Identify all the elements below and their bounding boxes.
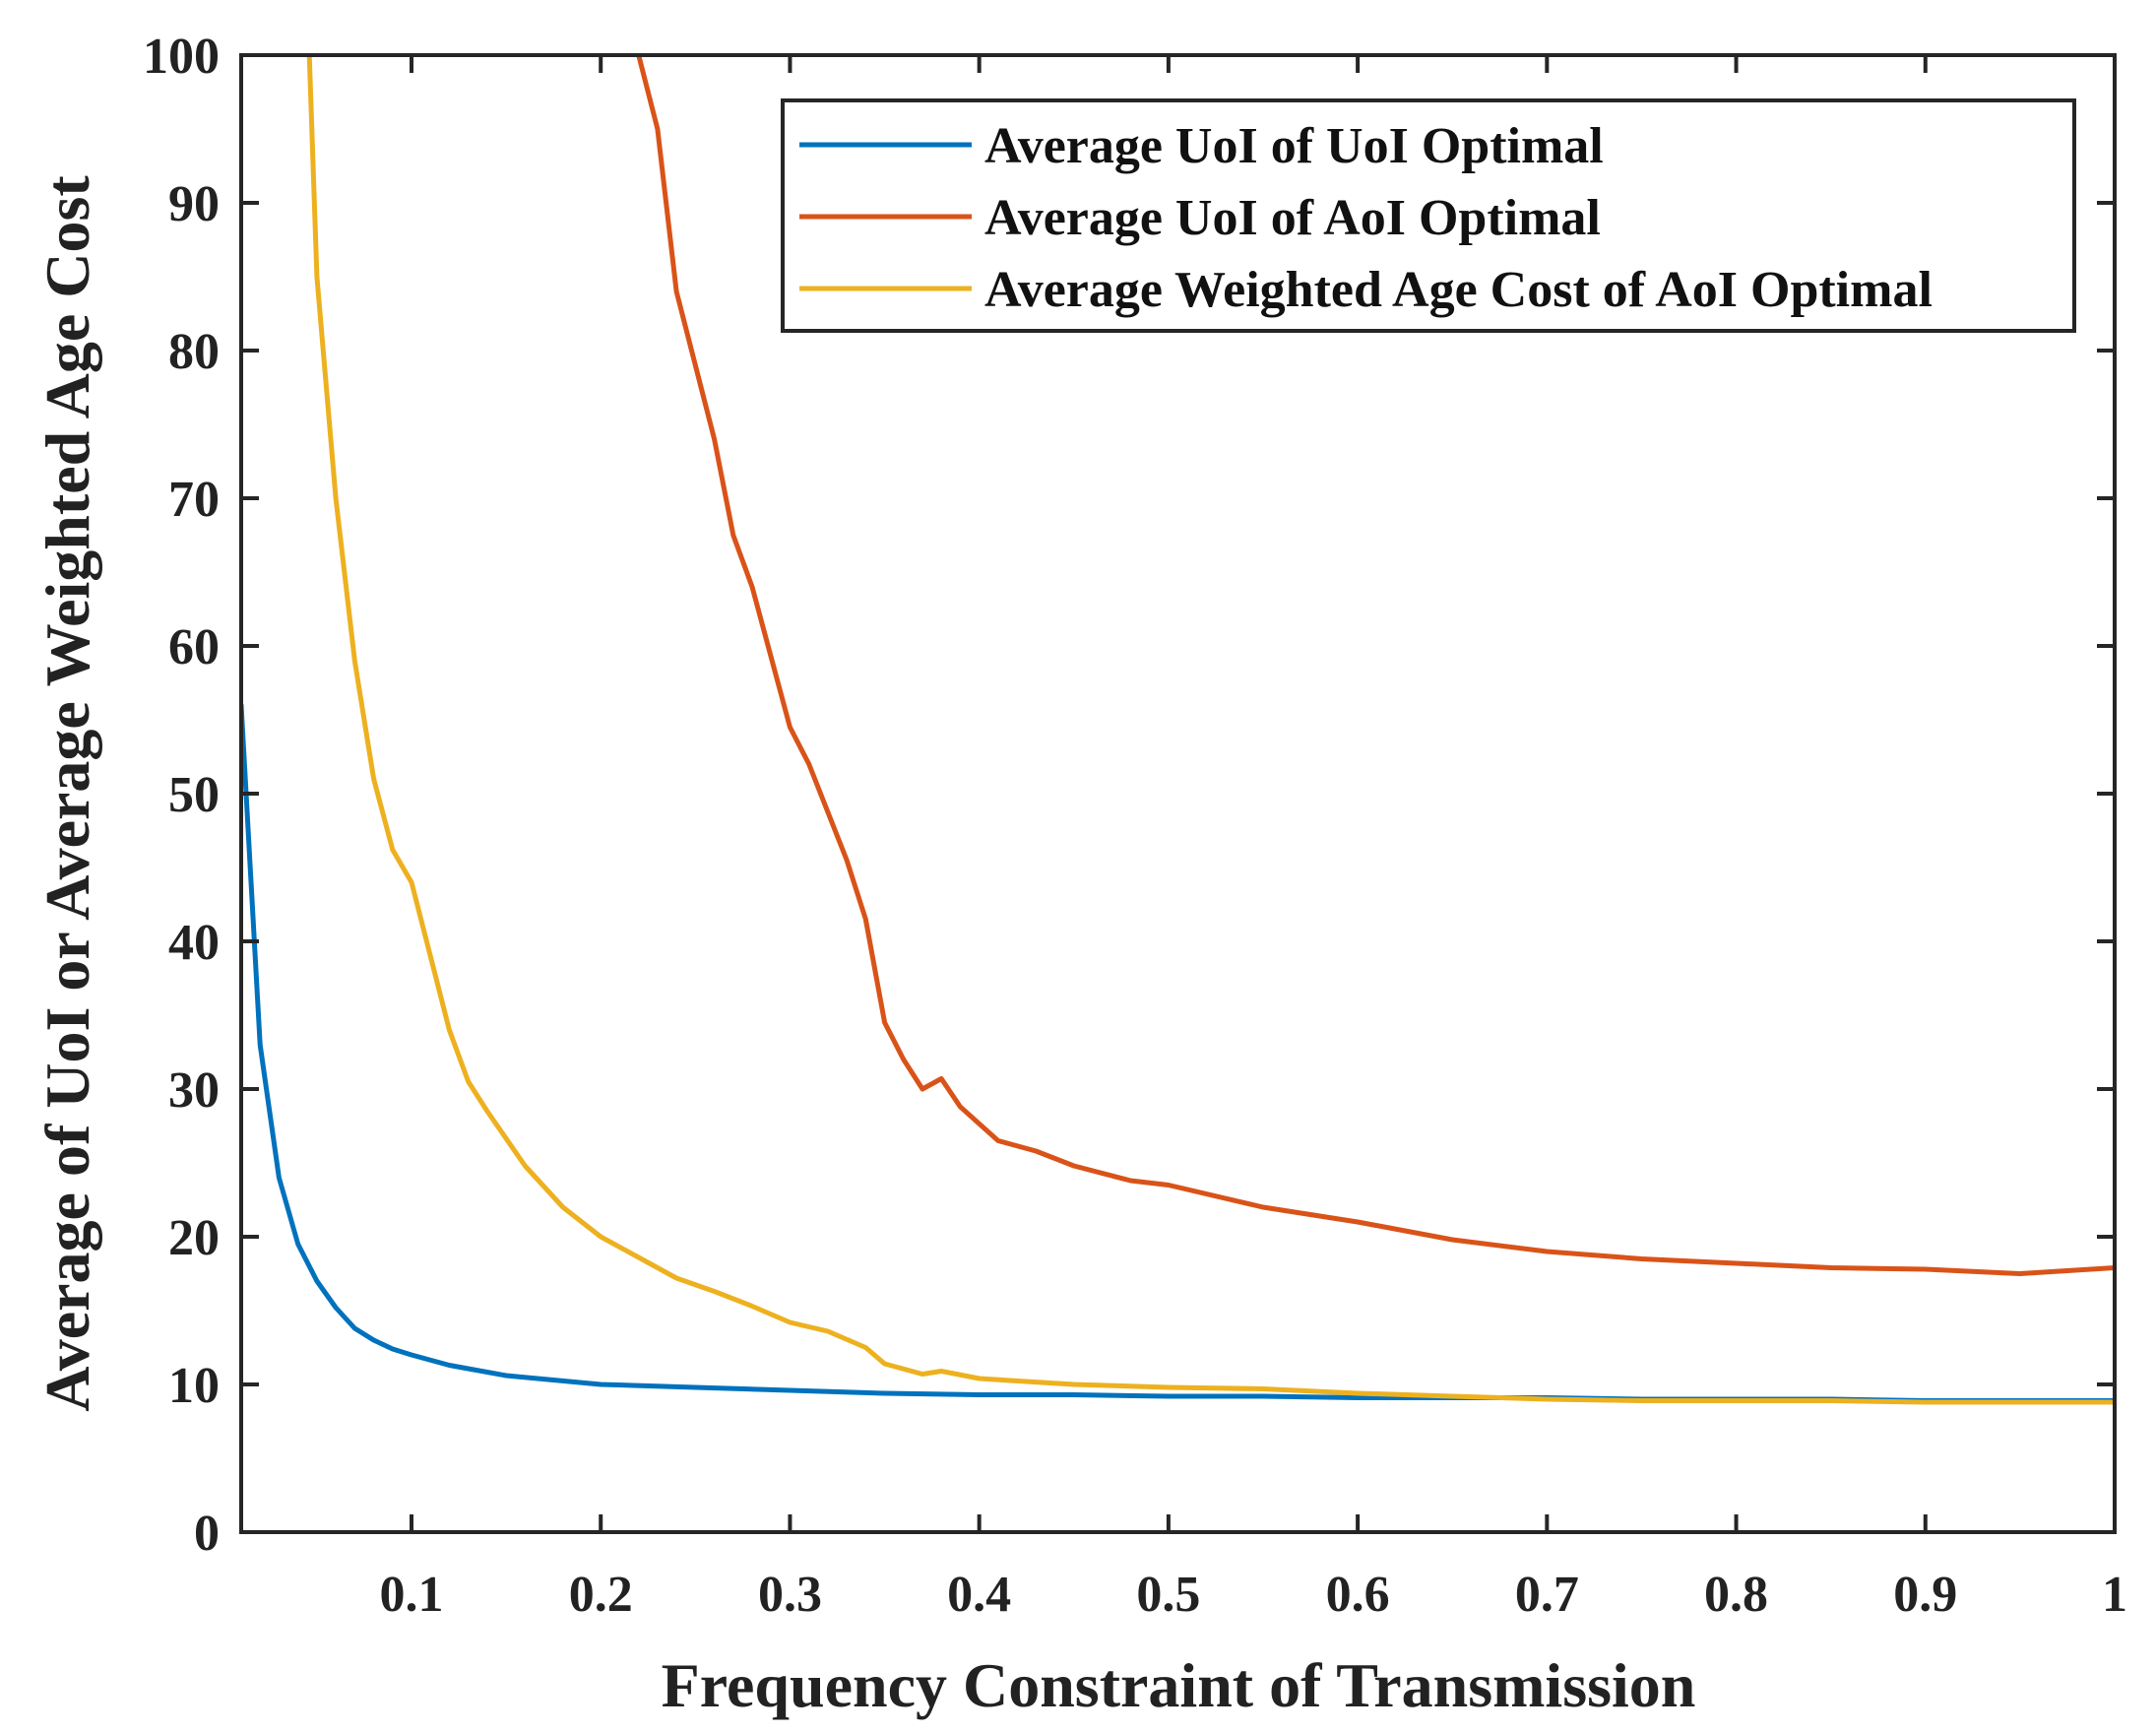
y-tick-label: 90	[168, 176, 220, 232]
y-tick-label: 100	[143, 29, 220, 85]
y-tick-label: 20	[168, 1210, 220, 1266]
y-tick-label: 80	[168, 324, 220, 380]
x-tick-label: 0.5	[1136, 1567, 1200, 1623]
y-tick-label: 0	[194, 1506, 220, 1562]
legend-box	[781, 98, 2076, 333]
y-tick-label: 30	[168, 1062, 220, 1119]
x-tick-label: 0.2	[569, 1567, 633, 1623]
y-tick-label: 10	[168, 1358, 220, 1414]
y-tick-label: 60	[168, 619, 220, 675]
series-layer	[241, 55, 2115, 1405]
tick-layer	[241, 53, 2117, 1534]
x-tick-label: 0.4	[947, 1567, 1011, 1623]
legend: Average UoI of UoI Optimal Average UoI o…	[781, 98, 2076, 333]
legend-label-uoi-of-uoi-optimal: Average UoI of UoI Optimal	[984, 118, 1604, 174]
y-tick-label: 50	[168, 767, 220, 823]
x-tick-label: 0.6	[1326, 1567, 1390, 1623]
y-axis-title: Average of UoI or Average Weighted Age C…	[32, 175, 102, 1412]
legend-label-weighted-age-cost-of-aoi-optimal: Average Weighted Age Cost of AoI Optimal	[984, 262, 1933, 318]
y-tick-label: 40	[168, 915, 220, 971]
x-tick-label: 0.1	[380, 1567, 444, 1623]
legend-label-uoi-of-aoi-optimal: Average UoI of AoI Optimal	[984, 190, 1601, 246]
x-axis-title: Frequency Constraint of Transmission	[662, 1650, 1696, 1720]
series-line-1	[636, 55, 2115, 1276]
y-tick-label: 70	[168, 472, 220, 528]
x-tick-label: 0.9	[1893, 1567, 1957, 1623]
x-tick-label: 0.3	[758, 1567, 822, 1623]
series-line-2	[306, 55, 2115, 1405]
x-tick-label: 1	[2102, 1567, 2127, 1623]
x-tick-label: 0.8	[1704, 1567, 1768, 1623]
tick-label-layer: 0.1 0.2 0.3 0.4 0.5 0.6 0.7 0.8 0.9 1010203040506…	[143, 29, 2127, 1623]
x-tick-label: 0.7	[1515, 1567, 1579, 1623]
